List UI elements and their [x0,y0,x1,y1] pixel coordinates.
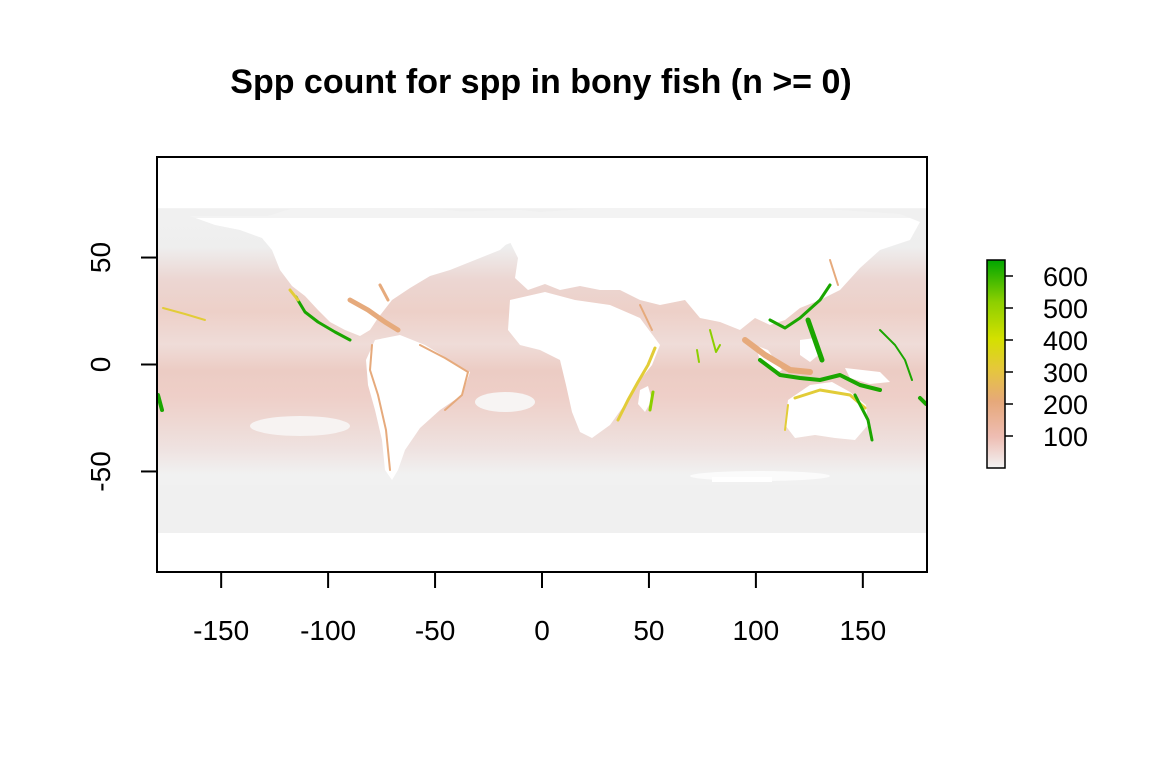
southern-ocean-band [157,485,927,533]
legend-tick-label: 300 [1043,358,1088,388]
legend-tick-label: 500 [1043,294,1088,324]
x-tick-label: -150 [193,615,249,646]
coast-maldives [696,349,700,363]
x-tick-label: -50 [415,615,455,646]
coast-japan [829,259,839,286]
legend-tick-label: 600 [1043,262,1088,292]
coast-caribbean [347,297,401,333]
eurasia [505,205,920,330]
north-america [190,205,520,336]
australia [785,382,868,440]
y-tick-label: -50 [85,451,116,491]
coast-indonesia [758,358,882,392]
antarctica-edge [157,533,927,572]
south-america [366,335,470,480]
y-tick-label: 50 [85,242,116,273]
legend-tick-label: 200 [1043,390,1088,420]
ocean-low-patch [250,416,350,436]
y-axis: 50 0 -50 [85,242,157,492]
arctic-edge [157,157,927,209]
coast-west-mexico [294,295,352,342]
x-tick-label: 50 [633,615,664,646]
coast-red-sea [639,304,653,331]
x-axis: -150 -100 -50 0 50 100 150 [193,572,886,646]
madagascar [638,386,652,412]
x-tick-label: 0 [534,615,550,646]
coast-pacific-islands [879,329,913,381]
new-guinea [845,368,890,384]
land-masses [157,157,927,572]
coast-hawaii [162,307,206,321]
coast-south-america-west [369,344,391,471]
coast-australia-west [784,404,789,431]
africa [508,292,660,438]
coast-gbr [853,393,874,442]
coast-brazil [419,344,469,411]
ocean-low-patch [475,392,535,412]
x-tick-label: 150 [839,615,886,646]
legend-tick-label: 400 [1043,326,1088,356]
coast-pacific-right [918,396,927,406]
chart-title: Spp count for spp in bony fish (n >= 0) [230,63,851,101]
legend-colorbar [986,259,1006,469]
y-tick-label: 0 [85,357,116,373]
coast-south-china [768,283,832,330]
coast-philippines [805,317,825,363]
coast-indonesia-orange [742,337,813,375]
legend-tick-label: 100 [1043,422,1088,452]
coast-west-mexico-orange [288,288,300,302]
coastal-richness [157,259,927,471]
sea-ice-strip [712,477,772,482]
coast-madagascar [648,390,655,412]
species-richness-raster [157,157,927,572]
coast-india [709,329,721,353]
coast-east-africa [616,346,657,422]
coast-pacific-left [157,393,164,412]
x-tick-label: 100 [733,615,780,646]
arctic-ocean-band [157,208,927,218]
coast-florida [378,283,390,302]
x-tick-label: -100 [300,615,356,646]
